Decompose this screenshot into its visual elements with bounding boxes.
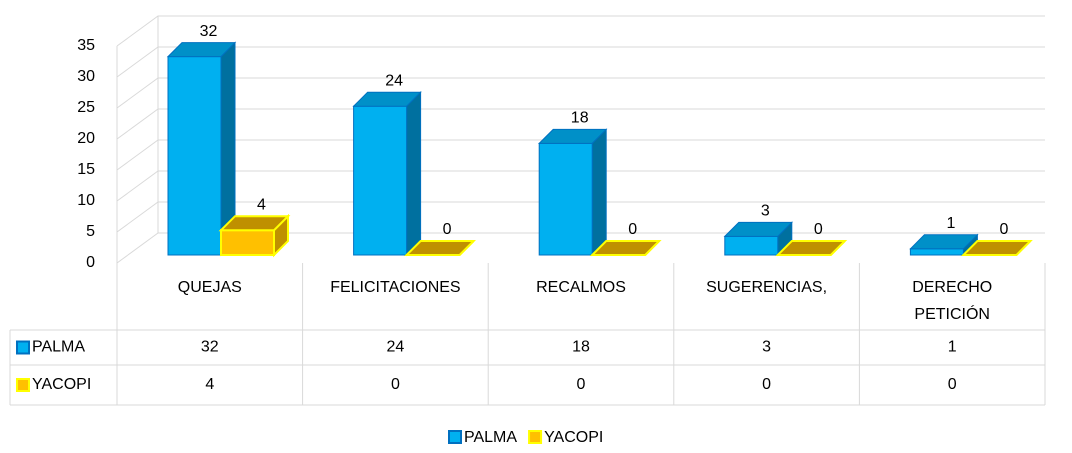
table-cell: 18 (572, 339, 590, 356)
bar-top (166, 42, 237, 58)
bar-top (960, 240, 1033, 256)
data-label: 3 (761, 203, 770, 220)
bar-top (589, 240, 662, 256)
table-cell: 0 (577, 376, 586, 393)
table-cell: 3 (762, 339, 771, 356)
bar-front (220, 229, 275, 256)
category-label: DERECHO PETICIÓN (912, 279, 992, 323)
bar (589, 240, 662, 256)
bar-top (723, 221, 794, 237)
bar (352, 90, 422, 257)
table-cell: 4 (205, 376, 214, 393)
bar (723, 221, 794, 257)
bar-top (404, 240, 477, 256)
category-label: RECALMOS (536, 279, 626, 296)
table-legend-key (16, 378, 30, 392)
bar (775, 240, 848, 256)
bar-side (406, 90, 422, 257)
grid-line (116, 77, 1045, 109)
data-label: 0 (443, 221, 452, 238)
category-label: SUGERENCIAS, (706, 279, 827, 296)
bar (166, 41, 237, 257)
table-cell: 24 (387, 339, 405, 356)
data-label: 0 (814, 221, 823, 238)
data-label: 18 (571, 110, 589, 127)
y-tick-label: 5 (86, 223, 95, 240)
legend-key (528, 430, 543, 444)
grid-line (116, 15, 1045, 47)
bar (537, 128, 608, 257)
category-label: FELICITACIONES (330, 279, 460, 296)
table-cell: 0 (948, 376, 957, 393)
y-tick-label: 20 (77, 130, 95, 147)
table-cell: 1 (948, 339, 957, 356)
table-cell: 32 (201, 339, 219, 356)
y-tick-label: 35 (77, 37, 95, 54)
bar (404, 240, 477, 256)
data-label: 24 (385, 72, 403, 89)
bar-top (909, 234, 979, 250)
bar-top (537, 128, 608, 144)
data-label: 4 (257, 196, 266, 213)
data-label: 32 (200, 23, 218, 40)
bar (960, 240, 1033, 256)
legend-key (448, 430, 462, 444)
table-row-label: PALMA (32, 339, 85, 356)
y-tick-label: 15 (77, 161, 95, 178)
legend-label: YACOPI (544, 429, 603, 446)
grid-line (116, 46, 1045, 78)
y-tick-label: 30 (77, 68, 95, 85)
bar-top (775, 240, 848, 256)
y-tick-label: 10 (77, 192, 95, 209)
bar-top (218, 215, 291, 232)
category-label: QUEJAS (178, 279, 242, 296)
bar-front (353, 105, 408, 256)
bar-front (909, 248, 964, 256)
bar-front (167, 56, 222, 256)
table-legend-key (16, 340, 30, 355)
table-cell: 0 (391, 376, 400, 393)
bar-front (724, 235, 779, 256)
table-row-label: YACOPI (32, 376, 91, 393)
data-label: 0 (999, 221, 1008, 238)
data-label: 1 (946, 215, 955, 232)
y-tick-label: 0 (86, 254, 95, 271)
data-label: 0 (628, 221, 637, 238)
bar (218, 213, 291, 258)
bar-front (538, 142, 593, 256)
bar-top (352, 91, 422, 107)
category-label-line: PETICIÓN (914, 304, 990, 323)
category-label-line: DERECHO (912, 279, 992, 296)
table-cell: 0 (762, 376, 771, 393)
legend-label: PALMA (464, 429, 517, 446)
bar (909, 233, 979, 257)
bar-side (591, 128, 607, 257)
y-tick-label: 25 (77, 99, 95, 116)
